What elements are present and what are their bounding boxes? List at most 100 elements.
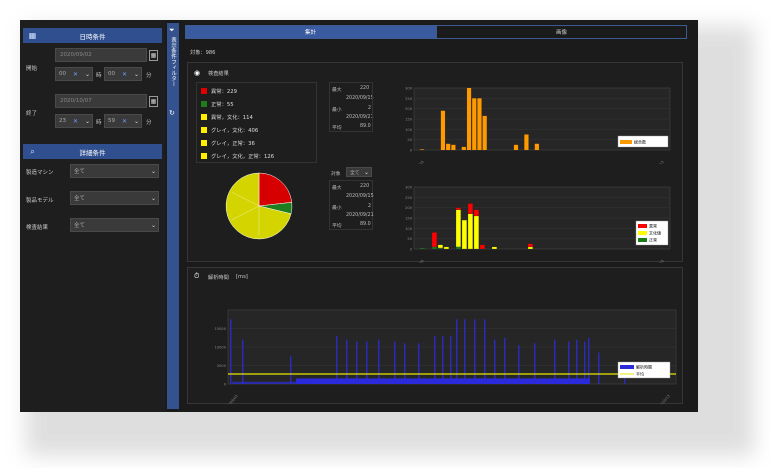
x-tick-label: 2020/09/03 [223, 394, 239, 404]
view-tabs: 集計 画像 [185, 25, 687, 39]
tab-images[interactable]: 画像 [436, 25, 687, 39]
legend-label: 解析時間 [636, 364, 652, 370]
end-calendar-icon[interactable]: ▦ [149, 96, 158, 107]
clear-icon[interactable]: ✕ [121, 117, 127, 125]
stat-date: 2020/09/15 [346, 96, 374, 101]
date-conditions-title: 日時条件 [79, 32, 106, 41]
bar [482, 115, 487, 150]
model-select[interactable]: 全て ⌄ [70, 191, 159, 205]
tab-summary[interactable]: 集計 [185, 25, 436, 39]
time-bar [554, 339, 556, 384]
calendar-icon: ▦ [28, 31, 37, 40]
clear-icon[interactable]: ✕ [72, 117, 78, 125]
start-calendar-icon[interactable]: ▦ [149, 50, 158, 61]
end-date-input[interactable]: 2020/10/07 [55, 94, 147, 108]
time-bar [464, 319, 466, 384]
chevron-down-icon: ⌄ [363, 168, 369, 176]
legend-swatch [201, 100, 207, 107]
target-select[interactable]: 全て ⌄ [346, 167, 372, 177]
search-icon: ⌕ [30, 147, 35, 156]
start-hour-select[interactable]: 00 ✕ ⌄ [55, 67, 93, 81]
detail-conditions-title: 詳細条件 [79, 148, 106, 157]
model-label: 製品モデル [26, 198, 54, 204]
end-hour-select[interactable]: 23 ✕ ⌄ [55, 114, 93, 128]
time-bar [346, 339, 348, 384]
bar [451, 144, 456, 150]
analysis-time-chart: 0 5000 10000 15000 2020/09/03 2020/10/13 解析時間平… [215, 309, 677, 404]
y-tick-label: 200 [405, 107, 413, 111]
y-tick-label: 0 [410, 149, 413, 153]
chevron-down-icon: ⌄ [84, 70, 90, 78]
time-card-unit: [ms] [236, 274, 248, 280]
stat-key: 最大 [332, 186, 342, 191]
y-tick-label: 0 [224, 383, 227, 387]
y-tick-label: 100 [405, 128, 413, 132]
legend-item: 正常：55 [201, 99, 234, 108]
y-tick-label: 50 [407, 237, 412, 241]
stacked-bar-segment [479, 244, 485, 250]
stacked-bar-segment [437, 244, 443, 249]
legend-label: 正常：55 [211, 101, 234, 108]
legend-label: 総合数 [634, 139, 646, 145]
bar [420, 149, 425, 150]
end-minute-value: 59 [108, 118, 115, 124]
machine-value: 全て [74, 169, 86, 175]
bar [446, 143, 451, 150]
end-hour-value: 23 [59, 118, 66, 124]
time-bar [518, 345, 520, 384]
clear-icon[interactable]: ✕ [72, 70, 78, 78]
machine-select[interactable]: 全て ⌄ [70, 164, 159, 178]
pie-slice [258, 172, 293, 207]
legend-item: 異常，文化：114 [201, 112, 253, 121]
time-bar [494, 339, 496, 384]
stat-date: 2020/09/21 [346, 213, 374, 218]
refresh-icon[interactable]: ↻ [169, 109, 175, 117]
time-bar [576, 339, 578, 384]
chevron-down-icon: ⌄ [84, 117, 90, 125]
y-tick-label: 50 [407, 138, 412, 142]
legend-swatch [638, 224, 647, 228]
time-bar [598, 352, 600, 384]
chevron-down-icon: ⌄ [133, 70, 139, 78]
left-filter-panel: ▦ 日時条件 開始 2020/09/02 ▦ 00 ✕ ⌄ 時 00 ✕ ⌄ 分 終了 … [20, 20, 165, 412]
time-bar [442, 335, 444, 384]
stacked-bar-segment [455, 207, 461, 210]
start-minute-select[interactable]: 00 ✕ ⌄ [104, 67, 142, 81]
stacked-bar-segment [467, 213, 473, 250]
machine-label: 製造マシン [26, 170, 54, 176]
result-select[interactable]: 全て ⌄ [70, 218, 159, 232]
bar [466, 88, 472, 150]
stacked-bar-segment [443, 246, 449, 250]
stacked-bar-segment [527, 243, 533, 248]
time-bar [484, 319, 486, 384]
legend-label: 平均 [636, 371, 644, 377]
filter-side-tab[interactable]: ⏷ 表示条件フィルター ↻ [167, 23, 179, 409]
start-minute-value: 00 [108, 71, 115, 77]
start-date-input[interactable]: 2020/09/02 [55, 48, 147, 62]
stacked-bar-segment [455, 209, 461, 248]
detail-conditions-header[interactable]: ⌕ 詳細条件 [23, 144, 162, 159]
stacked-bar-segment [461, 219, 467, 250]
y-tick-label: 300 [405, 87, 413, 91]
y-tick-label: 5000 [217, 364, 227, 368]
legend-swatch [620, 365, 634, 369]
x-tick-label: 2020/10/13 [649, 259, 665, 263]
time-bar [394, 341, 396, 384]
end-minute-select[interactable]: 59 ✕ ⌄ [104, 114, 142, 128]
y-tick-label: 250 [405, 97, 413, 101]
clear-icon[interactable]: ✕ [121, 70, 127, 78]
result-pie-chart [225, 172, 293, 240]
time-bar [404, 343, 406, 384]
total-count-bar-chart: 0501001502002503002020/09/032020/10/13総合… [405, 87, 671, 164]
chevron-down-icon: ⌄ [150, 221, 156, 229]
pie-slice [225, 172, 292, 240]
stat-value: 2 [368, 204, 372, 209]
result-legend: 異常：229 正常：55 異常，文化：114 グレイ，文化：406 グレイ，正常… [196, 82, 317, 163]
time-bar [242, 339, 244, 384]
date-conditions-header[interactable]: ▦ 日時条件 [23, 28, 162, 43]
time-bar [356, 341, 358, 384]
legend-item: 異常：229 [201, 86, 237, 95]
bar [472, 98, 477, 150]
stat-value: 89.0 [360, 222, 371, 227]
x-tick-label: 2020/10/13 [655, 394, 671, 404]
